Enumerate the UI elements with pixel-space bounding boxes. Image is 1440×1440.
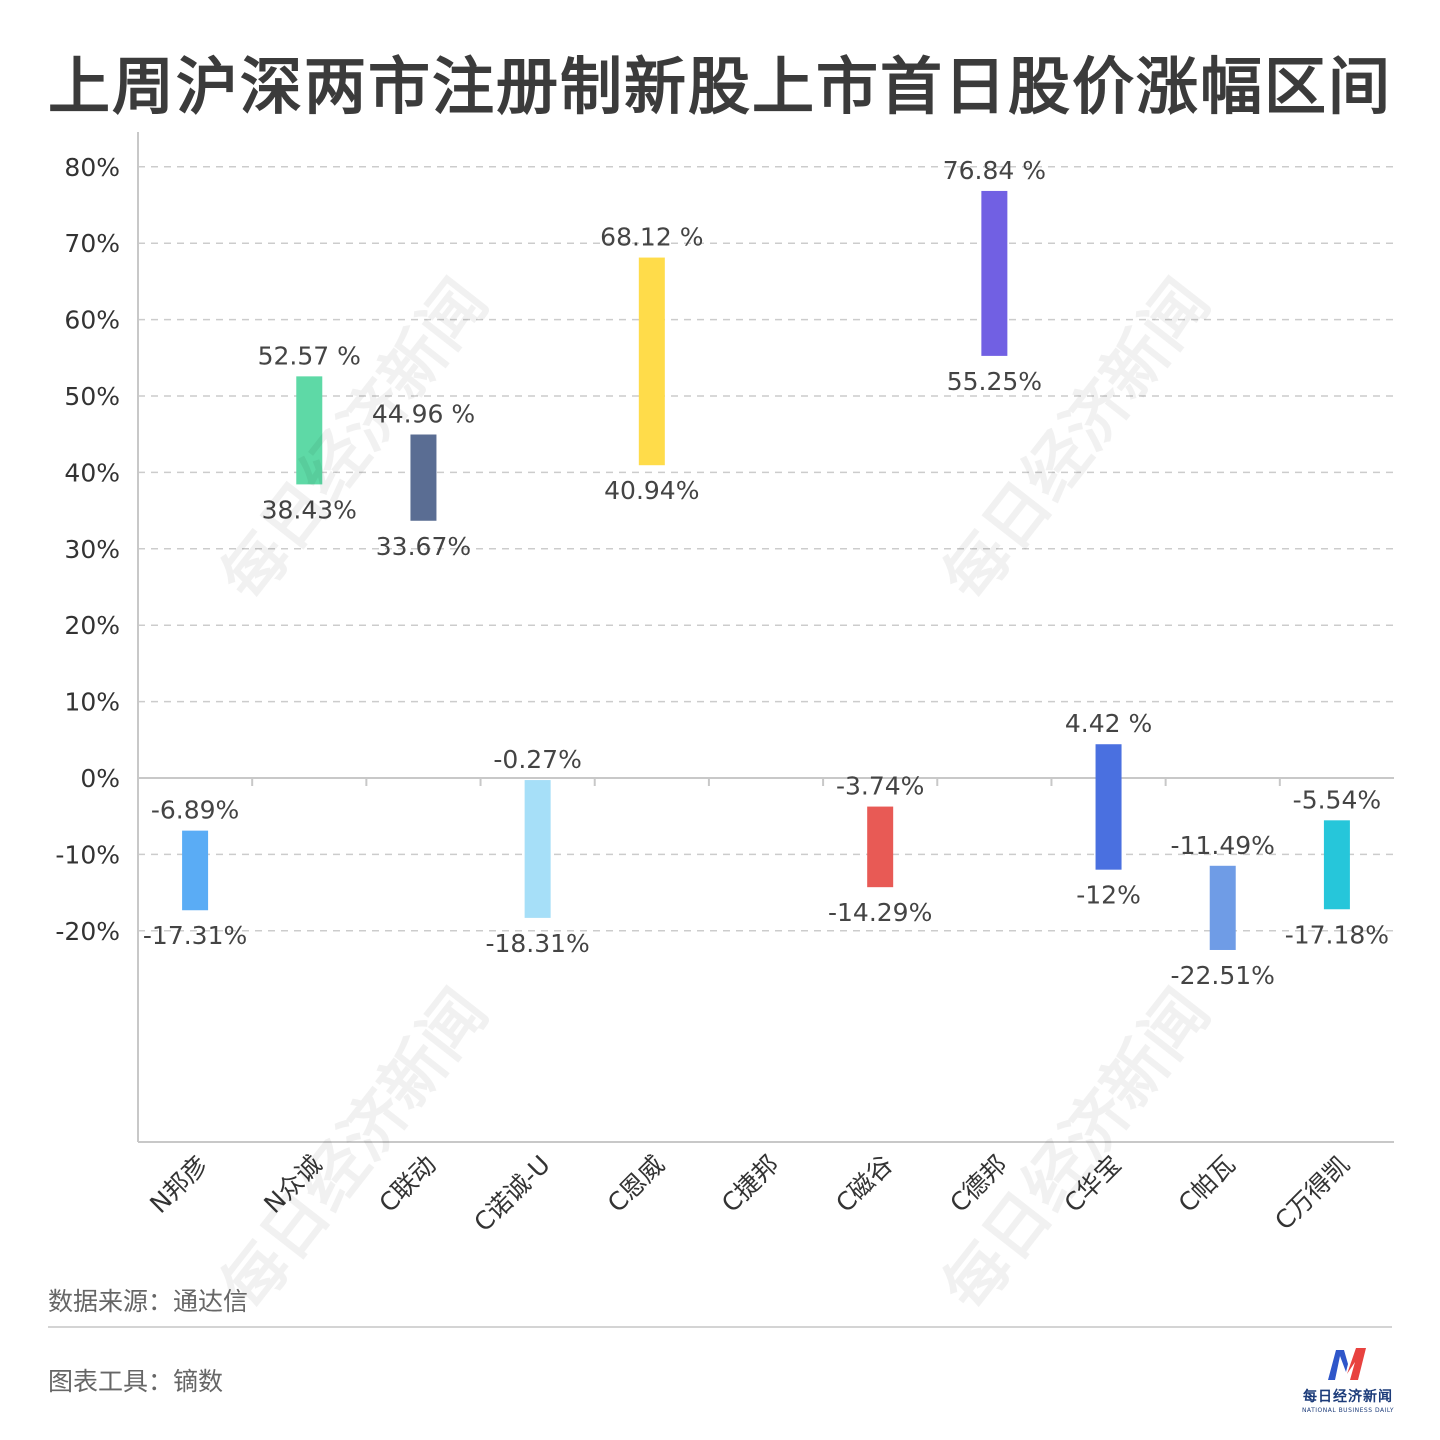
low-value-label: -17.18% <box>1285 920 1389 949</box>
high-value-label: 76.84 % <box>943 156 1046 185</box>
x-tick-label: C诺诚-U <box>468 1150 556 1238</box>
y-tick-label: 60% <box>64 306 120 335</box>
range-bar <box>410 434 437 521</box>
range-bar <box>1323 820 1350 910</box>
high-value-label: -3.74% <box>836 772 924 801</box>
range-bar <box>296 376 323 485</box>
x-tick-label: C德邦 <box>944 1150 1012 1218</box>
x-tick-label: C联动 <box>373 1150 441 1218</box>
low-value-label: -14.29% <box>828 898 932 927</box>
high-value-label: -5.54% <box>1293 785 1381 814</box>
brand-logo: 每日经济新闻 NATIONAL BUSINESS DAILY <box>1296 1346 1400 1414</box>
high-value-label: 44.96 % <box>372 400 475 429</box>
footer-divider <box>48 1326 1392 1328</box>
x-tick-label: C捷邦 <box>716 1150 784 1218</box>
y-tick-label: 30% <box>64 535 120 564</box>
brand-mark-icon <box>1328 1348 1366 1380</box>
low-value-label: 38.43% <box>262 495 357 524</box>
low-value-label: 33.67% <box>376 532 471 561</box>
low-value-label: -17.31% <box>143 921 247 950</box>
y-tick-label: 20% <box>64 611 120 640</box>
high-value-label: -0.27% <box>493 745 581 774</box>
x-tick-label: C华宝 <box>1059 1150 1127 1218</box>
y-tick-label: -10% <box>55 840 120 869</box>
high-value-label: -11.49% <box>1171 831 1275 860</box>
x-tick-label: N众诚 <box>258 1150 327 1219</box>
high-value-label: 52.57 % <box>258 341 361 370</box>
range-bar <box>1095 744 1122 870</box>
high-value-label: 68.12 % <box>600 223 703 252</box>
y-tick-label: 0% <box>80 764 120 793</box>
range-bar <box>182 830 209 911</box>
range-bar <box>524 780 551 918</box>
x-tick-label: C帕瓦 <box>1173 1150 1241 1218</box>
high-value-label: -6.89% <box>151 796 239 825</box>
y-tick-label: 40% <box>64 458 120 487</box>
brand-name-en: NATIONAL BUSINESS DAILY <box>1301 1407 1395 1414</box>
x-tick-label: C万得凯 <box>1269 1150 1355 1236</box>
range-bar <box>867 806 894 888</box>
range-bar <box>1209 865 1236 950</box>
chart-tool-credit: 图表工具：镝数 <box>48 1367 224 1396</box>
range-bar <box>981 190 1008 356</box>
range-bar <box>638 257 665 466</box>
y-tick-label: 50% <box>64 382 120 411</box>
low-value-label: -22.51% <box>1171 961 1275 990</box>
y-tick-label: 80% <box>64 153 120 182</box>
chart-title: 上周沪深两市注册制新股上市首日股价涨幅区间 <box>47 50 1392 123</box>
brand-name-cn: 每日经济新闻 <box>1303 1389 1393 1405</box>
x-tick-label: N邦彦 <box>144 1150 213 1219</box>
low-value-label: -18.31% <box>485 929 589 958</box>
y-tick-label: 70% <box>64 229 120 258</box>
low-value-label: -12% <box>1076 881 1141 910</box>
y-tick-label: 10% <box>64 688 120 717</box>
low-value-label: 40.94% <box>604 476 699 505</box>
low-value-label: 55.25% <box>947 367 1042 396</box>
x-tick-label: C磁谷 <box>830 1150 898 1218</box>
high-value-label: 4.42 % <box>1065 709 1152 738</box>
y-tick-label: -20% <box>55 917 120 946</box>
data-source: 数据来源：通达信 <box>48 1287 249 1316</box>
x-tick-label: C恩威 <box>602 1150 670 1218</box>
